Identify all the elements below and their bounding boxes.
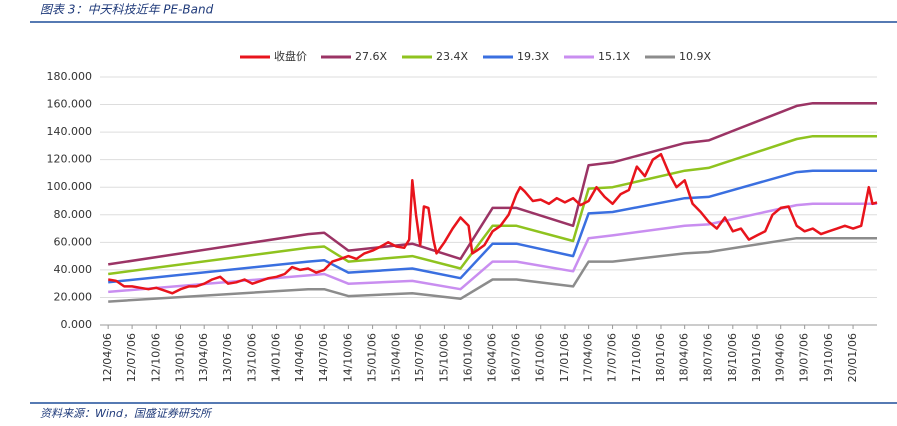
- x-tick-label: 14/10/06: [341, 333, 354, 382]
- y-tick-label: 40.000: [54, 263, 93, 276]
- x-tick-label: 19/01/06: [750, 333, 763, 382]
- x-tick-label: 20/01/06: [846, 333, 859, 382]
- x-tick-label: 17/01/06: [558, 333, 571, 382]
- y-tick-label: 20.000: [54, 290, 93, 303]
- y-tick-label: 180.000: [47, 70, 93, 83]
- series-line: [108, 236, 877, 303]
- legend-label: 27.6X: [355, 50, 387, 63]
- y-tick-label: 140.000: [47, 125, 93, 138]
- x-tick-label: 16/01/06: [462, 333, 475, 382]
- x-tick-label: 18/10/06: [726, 333, 739, 382]
- x-tick-label: 13/10/06: [245, 333, 258, 382]
- x-tick-label: 14/01/06: [270, 333, 283, 382]
- x-tick-label: 12/07/06: [125, 333, 138, 382]
- legend-label: 15.1X: [598, 50, 630, 63]
- x-tick-label: 12/04/06: [101, 333, 114, 382]
- x-tick-label: 18/07/06: [702, 333, 715, 382]
- x-tick-label: 13/07/06: [221, 333, 234, 382]
- x-tick-label: 14/07/06: [317, 333, 330, 382]
- x-tick-label: 15/04/06: [389, 333, 402, 382]
- legend-label: 10.9X: [679, 50, 711, 63]
- x-tick-label: 15/07/06: [413, 333, 426, 382]
- x-tick-label: 16/04/06: [486, 333, 499, 382]
- series-line: [107, 152, 878, 295]
- y-tick-label: 60.000: [54, 235, 93, 248]
- x-tick-label: 18/01/06: [654, 333, 667, 382]
- x-tick-label: 16/10/06: [534, 333, 547, 382]
- y-tick-label: 160.000: [47, 98, 93, 111]
- series-line: [108, 134, 877, 276]
- x-tick-label: 12/10/06: [149, 333, 162, 382]
- y-tick-label: 100.000: [47, 180, 93, 193]
- y-tick-label: 120.000: [47, 153, 93, 166]
- chart-title: 图表 3：中天科技近年 PE-Band: [40, 3, 214, 17]
- x-tick-label: 17/07/06: [606, 333, 619, 382]
- x-tick-label: 13/01/06: [174, 333, 187, 382]
- x-tick-label: 17/04/06: [582, 333, 595, 382]
- series-line: [108, 202, 877, 294]
- series-line: [108, 101, 877, 266]
- legend-label: 23.4X: [436, 50, 468, 63]
- x-tick-label: 13/04/06: [197, 333, 210, 382]
- series-line: [108, 169, 877, 284]
- x-tick-label: 15/01/06: [366, 333, 379, 382]
- x-tick-label: 18/04/06: [678, 333, 691, 382]
- x-tick-label: 16/07/06: [510, 333, 523, 382]
- x-tick-label: 19/04/06: [774, 333, 787, 382]
- y-tick-label: 0.000: [61, 318, 93, 331]
- y-tick-label: 80.000: [54, 208, 93, 221]
- x-tick-label: 19/10/06: [822, 333, 835, 382]
- x-tick-label: 19/07/06: [798, 333, 811, 382]
- source: 资料来源：Wind，国盛证券研究所: [40, 407, 213, 420]
- legend-label: 19.3X: [517, 50, 549, 63]
- legend-label: 收盘价: [274, 49, 307, 63]
- x-tick-label: 15/10/06: [437, 333, 450, 382]
- x-tick-label: 17/10/06: [630, 333, 643, 382]
- x-tick-label: 14/04/06: [293, 333, 306, 382]
